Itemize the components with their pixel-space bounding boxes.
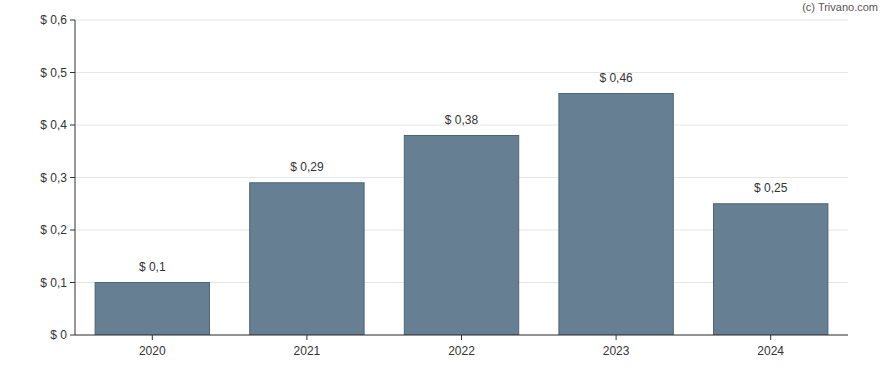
chart-svg: $ 0 $ 0,1 $ 0,2 $ 0,3 $ 0,4 $ 0,5 $ 0,6 $ 0,1 $ … <box>0 0 888 370</box>
bar <box>95 283 209 336</box>
x-tick <box>152 335 153 340</box>
x-tick-label: 2022 <box>448 344 475 358</box>
y-tick <box>70 20 75 21</box>
y-axis <box>75 20 76 335</box>
data-label: $ 0,1 <box>139 260 166 274</box>
x-tick <box>770 335 771 340</box>
bar <box>250 183 364 335</box>
y-tick <box>70 335 75 336</box>
y-tick <box>70 72 75 73</box>
y-tick-label: $ 0,5 <box>40 66 67 80</box>
bar <box>404 136 518 336</box>
y-tick <box>70 177 75 178</box>
x-tick <box>461 335 462 340</box>
x-tick <box>306 335 307 340</box>
bars <box>95 94 828 336</box>
y-tick-label: $ 0,1 <box>40 276 67 290</box>
data-label: $ 0,46 <box>599 71 633 85</box>
y-tick <box>70 282 75 283</box>
y-tick-label: $ 0,2 <box>40 223 67 237</box>
grid-line <box>75 72 848 73</box>
y-tick-label: $ 0 <box>50 328 67 342</box>
data-label: $ 0,25 <box>754 181 788 195</box>
y-tick-label: $ 0,4 <box>40 118 67 132</box>
x-tick-label: 2024 <box>757 344 784 358</box>
bar <box>559 94 673 336</box>
data-label: $ 0,29 <box>290 160 324 174</box>
y-tick <box>70 230 75 231</box>
y-tick-label: $ 0,6 <box>40 13 67 27</box>
credit: (c) Trivano.com <box>802 1 878 13</box>
x-tick-label: 2023 <box>603 344 630 358</box>
y-tick-label: $ 0,3 <box>40 171 67 185</box>
x-tick <box>616 335 617 340</box>
data-label: $ 0,38 <box>445 113 479 127</box>
x-tick-label: 2020 <box>139 344 166 358</box>
grid-line <box>75 20 848 21</box>
bar <box>713 204 827 335</box>
chart-container: $ 0 $ 0,1 $ 0,2 $ 0,3 $ 0,4 $ 0,5 $ 0,6 $ 0,1 $ … <box>0 0 888 370</box>
y-tick <box>70 125 75 126</box>
x-tick-label: 2021 <box>294 344 321 358</box>
